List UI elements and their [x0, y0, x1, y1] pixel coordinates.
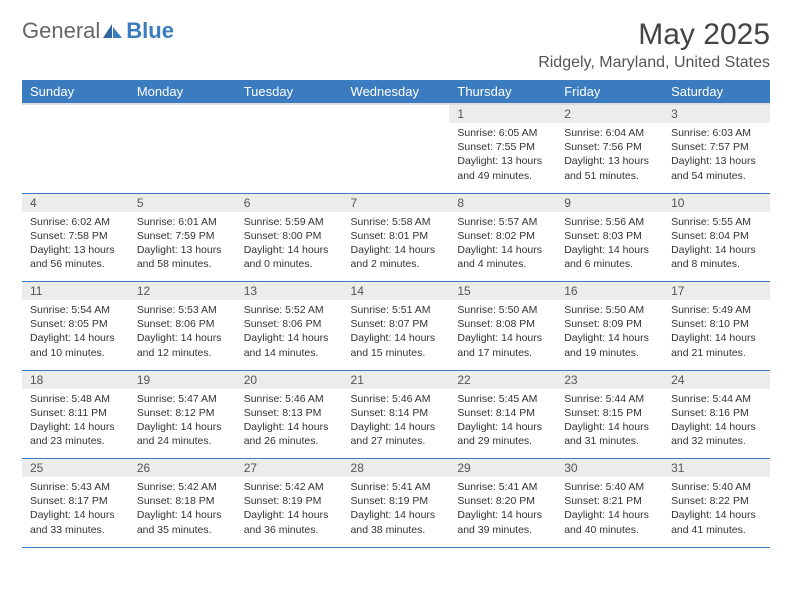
day-number: 14 [343, 282, 450, 301]
day-number: 29 [449, 459, 556, 478]
weekday-header: Sunday [22, 80, 129, 104]
logo-text-blue: Blue [126, 18, 174, 44]
day-number: 25 [22, 459, 129, 478]
weekday-header: Friday [556, 80, 663, 104]
day-number: 7 [343, 193, 450, 212]
day-number: 2 [556, 104, 663, 123]
title-block: May 2025 Ridgely, Maryland, United State… [538, 18, 770, 72]
day-number: 31 [663, 459, 770, 478]
weekday-header: Thursday [449, 80, 556, 104]
day-number: 4 [22, 193, 129, 212]
weekday-header: Tuesday [236, 80, 343, 104]
day-number-row: 25262728293031 [22, 459, 770, 478]
day-cell: Sunrise: 5:43 AMSunset: 8:17 PMDaylight:… [22, 477, 129, 547]
day-cell: Sunrise: 5:58 AMSunset: 8:01 PMDaylight:… [343, 212, 450, 282]
day-cell: Sunrise: 5:53 AMSunset: 8:06 PMDaylight:… [129, 300, 236, 370]
day-number: 6 [236, 193, 343, 212]
day-data-row: Sunrise: 6:02 AMSunset: 7:58 PMDaylight:… [22, 212, 770, 282]
day-number: 26 [129, 459, 236, 478]
day-cell: Sunrise: 5:44 AMSunset: 8:16 PMDaylight:… [663, 389, 770, 459]
weekday-header-row: Sunday Monday Tuesday Wednesday Thursday… [22, 80, 770, 104]
weekday-header: Monday [129, 80, 236, 104]
day-cell: Sunrise: 5:44 AMSunset: 8:15 PMDaylight:… [556, 389, 663, 459]
day-number: 18 [22, 370, 129, 389]
day-number: 28 [343, 459, 450, 478]
day-cell: Sunrise: 5:41 AMSunset: 8:19 PMDaylight:… [343, 477, 450, 547]
day-cell: Sunrise: 5:41 AMSunset: 8:20 PMDaylight:… [449, 477, 556, 547]
day-number-row: 123 [22, 104, 770, 123]
day-cell: Sunrise: 5:48 AMSunset: 8:11 PMDaylight:… [22, 389, 129, 459]
day-number: 10 [663, 193, 770, 212]
day-cell: Sunrise: 5:52 AMSunset: 8:06 PMDaylight:… [236, 300, 343, 370]
day-number: 5 [129, 193, 236, 212]
day-data-row: Sunrise: 5:48 AMSunset: 8:11 PMDaylight:… [22, 389, 770, 459]
day-number: 16 [556, 282, 663, 301]
day-number: 9 [556, 193, 663, 212]
month-title: May 2025 [538, 18, 770, 52]
day-cell: Sunrise: 5:50 AMSunset: 8:09 PMDaylight:… [556, 300, 663, 370]
day-data-row: Sunrise: 5:54 AMSunset: 8:05 PMDaylight:… [22, 300, 770, 370]
day-cell: Sunrise: 5:42 AMSunset: 8:18 PMDaylight:… [129, 477, 236, 547]
day-number: 17 [663, 282, 770, 301]
day-number-row: 11121314151617 [22, 282, 770, 301]
logo-sail-icon [102, 22, 124, 40]
day-cell: Sunrise: 5:51 AMSunset: 8:07 PMDaylight:… [343, 300, 450, 370]
day-cell: Sunrise: 6:01 AMSunset: 7:59 PMDaylight:… [129, 212, 236, 282]
day-number: 19 [129, 370, 236, 389]
day-number: 13 [236, 282, 343, 301]
day-number [343, 104, 450, 123]
day-cell: Sunrise: 5:46 AMSunset: 8:14 PMDaylight:… [343, 389, 450, 459]
day-number: 20 [236, 370, 343, 389]
day-number: 8 [449, 193, 556, 212]
day-cell: Sunrise: 5:40 AMSunset: 8:21 PMDaylight:… [556, 477, 663, 547]
day-data-row: Sunrise: 6:05 AMSunset: 7:55 PMDaylight:… [22, 123, 770, 193]
day-data-row: Sunrise: 5:43 AMSunset: 8:17 PMDaylight:… [22, 477, 770, 547]
day-cell: Sunrise: 5:47 AMSunset: 8:12 PMDaylight:… [129, 389, 236, 459]
day-cell: Sunrise: 5:46 AMSunset: 8:13 PMDaylight:… [236, 389, 343, 459]
header: General Blue May 2025 Ridgely, Maryland,… [22, 18, 770, 72]
day-number: 22 [449, 370, 556, 389]
day-cell: Sunrise: 6:02 AMSunset: 7:58 PMDaylight:… [22, 212, 129, 282]
day-number [236, 104, 343, 123]
day-number: 15 [449, 282, 556, 301]
day-cell: Sunrise: 6:05 AMSunset: 7:55 PMDaylight:… [449, 123, 556, 193]
day-cell [343, 123, 450, 193]
day-cell: Sunrise: 5:55 AMSunset: 8:04 PMDaylight:… [663, 212, 770, 282]
day-cell: Sunrise: 5:57 AMSunset: 8:02 PMDaylight:… [449, 212, 556, 282]
day-number: 23 [556, 370, 663, 389]
day-number [22, 104, 129, 123]
day-cell: Sunrise: 5:42 AMSunset: 8:19 PMDaylight:… [236, 477, 343, 547]
day-cell: Sunrise: 6:03 AMSunset: 7:57 PMDaylight:… [663, 123, 770, 193]
day-cell [129, 123, 236, 193]
day-cell: Sunrise: 5:54 AMSunset: 8:05 PMDaylight:… [22, 300, 129, 370]
weekday-header: Wednesday [343, 80, 450, 104]
day-number: 1 [449, 104, 556, 123]
day-number: 11 [22, 282, 129, 301]
day-number [129, 104, 236, 123]
day-number-row: 18192021222324 [22, 370, 770, 389]
day-number: 24 [663, 370, 770, 389]
day-cell: Sunrise: 5:45 AMSunset: 8:14 PMDaylight:… [449, 389, 556, 459]
day-cell: Sunrise: 5:40 AMSunset: 8:22 PMDaylight:… [663, 477, 770, 547]
day-cell: Sunrise: 6:04 AMSunset: 7:56 PMDaylight:… [556, 123, 663, 193]
logo-text-general: General [22, 18, 100, 44]
day-number: 3 [663, 104, 770, 123]
day-cell: Sunrise: 5:49 AMSunset: 8:10 PMDaylight:… [663, 300, 770, 370]
day-cell [22, 123, 129, 193]
day-cell [236, 123, 343, 193]
day-number: 27 [236, 459, 343, 478]
logo: General Blue [22, 18, 174, 44]
weekday-header: Saturday [663, 80, 770, 104]
day-cell: Sunrise: 5:50 AMSunset: 8:08 PMDaylight:… [449, 300, 556, 370]
day-number: 21 [343, 370, 450, 389]
location-label: Ridgely, Maryland, United States [538, 54, 770, 72]
day-cell: Sunrise: 5:56 AMSunset: 8:03 PMDaylight:… [556, 212, 663, 282]
day-cell: Sunrise: 5:59 AMSunset: 8:00 PMDaylight:… [236, 212, 343, 282]
day-number: 30 [556, 459, 663, 478]
calendar-table: Sunday Monday Tuesday Wednesday Thursday… [22, 80, 770, 548]
day-number: 12 [129, 282, 236, 301]
day-number-row: 45678910 [22, 193, 770, 212]
